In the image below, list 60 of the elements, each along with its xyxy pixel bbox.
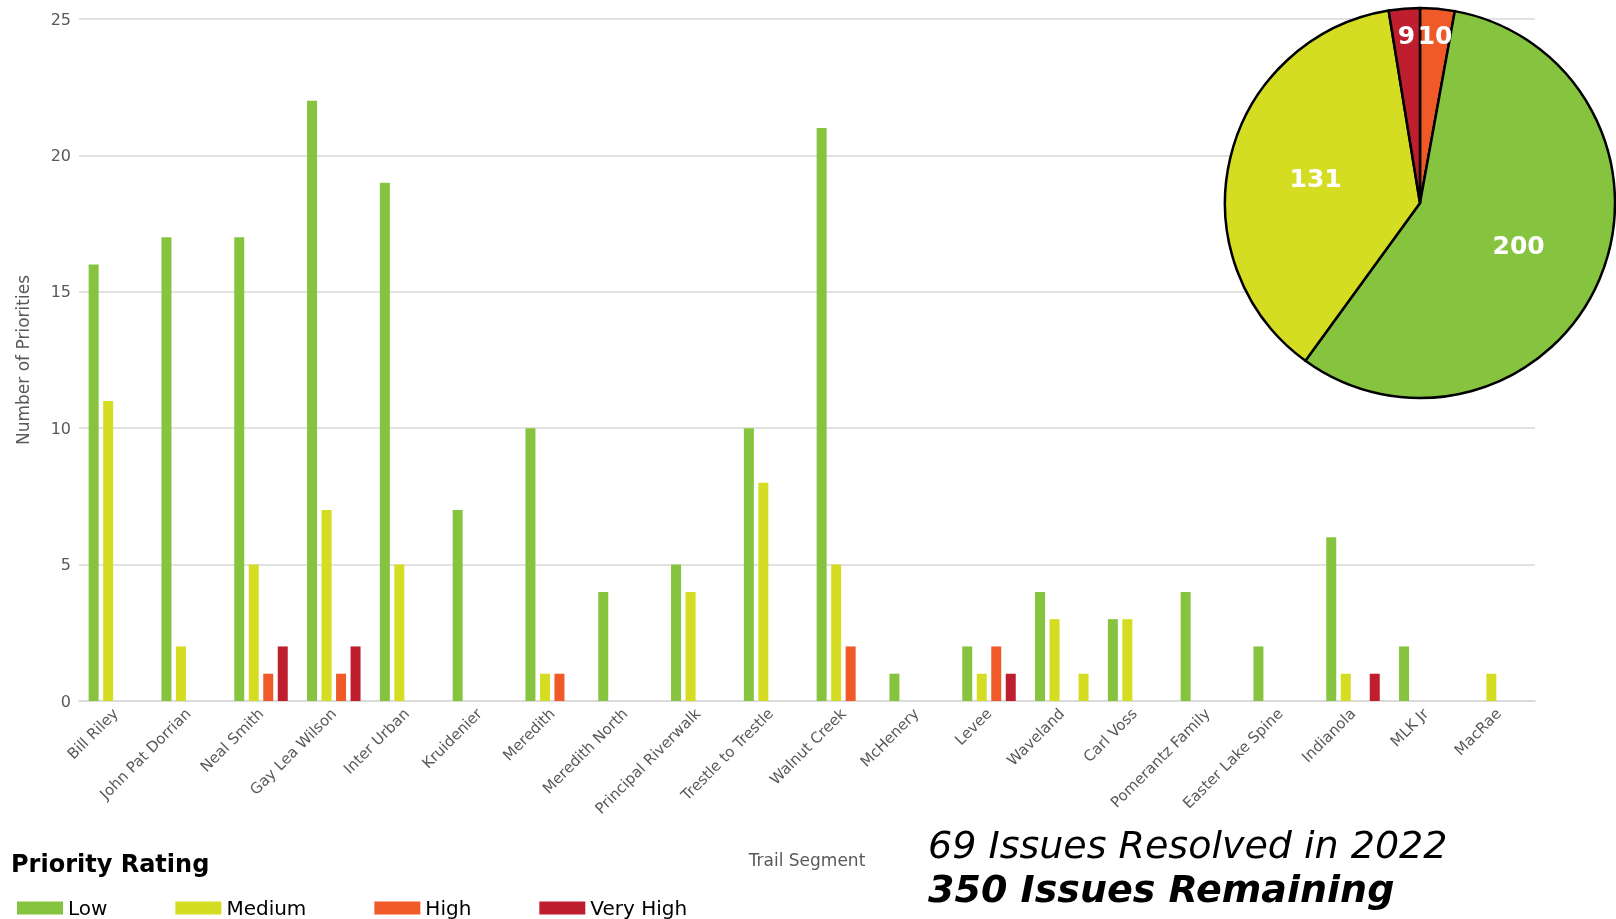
bar [598,591,609,701]
bar [336,673,347,701]
bar [758,482,769,701]
bar [685,591,696,701]
bar [976,673,987,701]
bar [525,428,536,701]
bar [452,510,463,701]
bar [831,564,842,701]
legend-label: High [425,896,472,919]
bar [1369,673,1380,701]
bar [1005,673,1016,701]
data-label: 200 [1492,230,1545,260]
bar [554,673,565,701]
bar [321,510,332,701]
bar [350,646,361,701]
bar [962,646,973,701]
bar [277,646,288,701]
y-tick-label: 0 [60,691,71,711]
bar [816,128,827,701]
bar [1049,619,1060,701]
bar [1399,646,1410,701]
legend-title: Priority Rating [11,850,210,878]
bar [394,564,405,701]
bar [991,646,1002,701]
legend-label: Medium [226,896,307,919]
bar [889,673,900,701]
data-label: 9 [1397,21,1416,51]
bar [307,100,318,701]
bar [1326,537,1337,701]
text: 69 Issues Resolved in 2022 [928,823,1448,867]
bar [1107,619,1118,701]
bar [1035,591,1046,701]
bar [1486,673,1497,701]
bar [845,646,856,701]
bar [234,237,245,701]
bar [1180,591,1191,701]
legend-label: Very High [590,896,688,919]
bar [175,646,186,701]
bar [1122,619,1133,701]
bar [379,182,390,701]
y-tick-label: 10 [50,418,71,438]
data-label: 131 [1289,163,1342,193]
y-tick-label: 20 [50,145,71,165]
bar [671,564,682,701]
bar [103,400,114,701]
bar [248,564,259,701]
bar [161,237,172,701]
y-tick-label: 15 [50,282,71,302]
bar [1253,646,1264,701]
text: 350 Issues Remaining [928,867,1395,911]
bar [263,673,274,701]
y-tick-label: 25 [50,9,71,29]
bar [1340,673,1351,701]
y-tick-label: 5 [60,555,71,575]
legend-label: Low [68,896,108,919]
bar [539,673,550,701]
bar [743,428,754,701]
bar [88,264,99,701]
y-axis-title: Number of Priorities [12,274,33,445]
x-axis-title: Trail Segment [747,849,866,870]
